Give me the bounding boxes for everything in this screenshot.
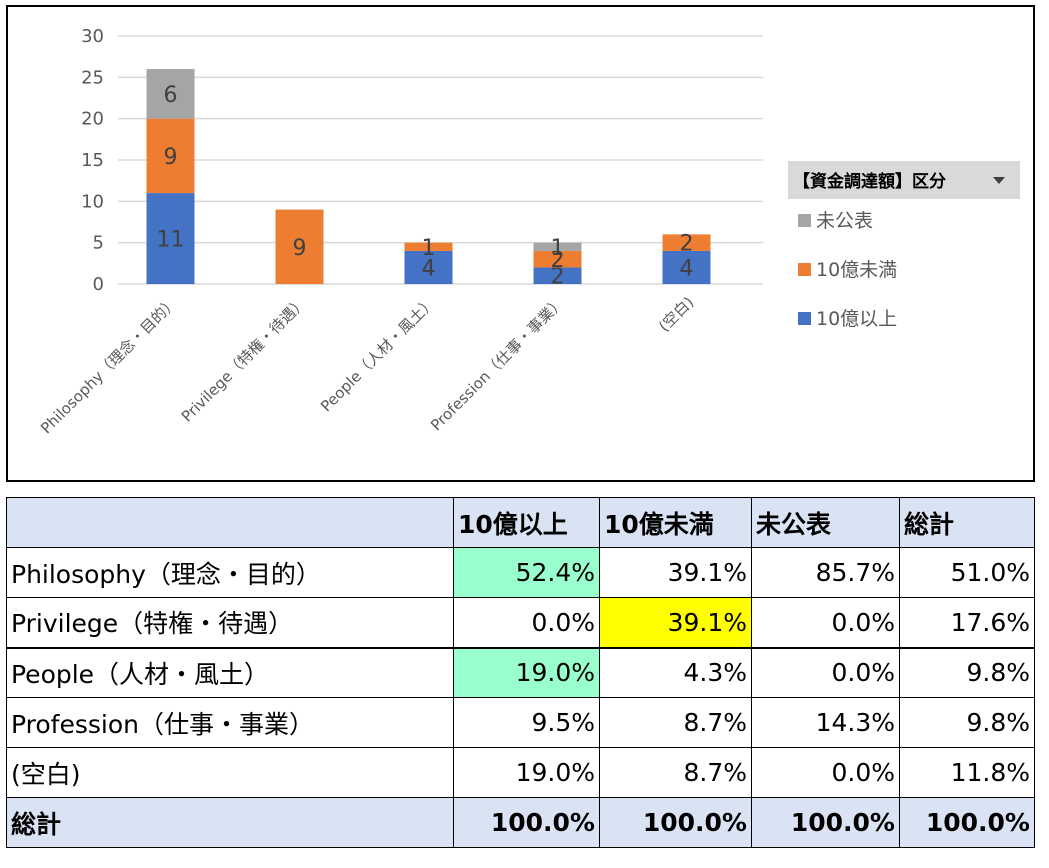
bar-segment[interactable] [533, 267, 582, 284]
header-corner-cell[interactable] [6, 497, 454, 548]
data-label: 6 [164, 83, 178, 108]
table-row: Philosophy（理念・目的） 52.4% 39.1% 85.7% 51.0% [6, 547, 1035, 598]
table-cell[interactable]: 8.7% [599, 747, 752, 798]
bar-segment[interactable] [533, 250, 582, 268]
table-cell[interactable]: 0.0% [751, 646, 900, 698]
x-category-label: (空白) [655, 293, 697, 335]
legend: 【資金調達額】区分 未公表 10億未満 10億以上 [788, 161, 1020, 330]
bar-segment[interactable] [662, 234, 711, 251]
table-cell[interactable]: 8.7% [599, 697, 752, 748]
total-cell[interactable]: 100.0% [453, 797, 600, 848]
data-label: 4 [680, 256, 694, 281]
table-cell[interactable]: 11.8% [899, 747, 1035, 798]
table-cell[interactable]: 17.6% [899, 597, 1035, 648]
bar-segment[interactable] [533, 242, 582, 251]
row-label[interactable]: Profession（仕事・事業） [6, 697, 454, 748]
bar-segment[interactable] [662, 250, 711, 284]
row-label[interactable]: People（人材・風土） [6, 646, 454, 698]
legend-swatch [798, 312, 811, 325]
pivot-table: 10億以上 10億未満 未公表 総計 Philosophy（理念・目的） 52.4% 39.… [6, 497, 1035, 848]
data-label: 2 [551, 248, 565, 273]
y-tick-label: 30 [81, 26, 104, 47]
y-tick-label: 25 [81, 67, 104, 88]
legend-title: 【資金調達額】区分 [793, 171, 946, 192]
table-cell[interactable]: 0.0% [751, 597, 900, 648]
row-label[interactable]: Philosophy（理念・目的） [6, 547, 454, 598]
x-category-label: Profession（仕事・事業） [427, 293, 568, 434]
data-label: 4 [422, 256, 436, 281]
column-header[interactable]: 10億以上 [453, 497, 600, 548]
y-tick-label: 0 [93, 274, 104, 295]
table-cell[interactable]: 39.1% [599, 547, 752, 598]
table-cell[interactable]: 4.3% [599, 646, 752, 698]
bar-segment[interactable] [404, 250, 453, 284]
table-cell[interactable]: 9.5% [453, 697, 600, 748]
y-tick-label: 15 [81, 150, 104, 171]
table-total-row: 総計 100.0% 100.0% 100.0% 100.0% [6, 797, 1035, 848]
total-cell[interactable]: 100.0% [599, 797, 752, 848]
table-cell[interactable]: 9.8% [899, 646, 1035, 698]
column-header[interactable]: 総計 [899, 497, 1035, 548]
table-cell[interactable]: 19.0% [453, 646, 600, 698]
y-tick-label: 5 [93, 233, 104, 254]
total-cell[interactable]: 100.0% [751, 797, 900, 848]
table-row: Privilege（特権・待遇） 0.0% 39.1% 0.0% 17.6% [6, 597, 1035, 648]
x-category-label: People（人材・風土） [317, 293, 439, 415]
table-cell[interactable]: 9.8% [899, 697, 1035, 748]
total-label[interactable]: 総計 [6, 797, 454, 848]
table-cell[interactable]: 85.7% [751, 547, 900, 598]
data-label: 9 [164, 145, 178, 170]
y-tick-label: 20 [81, 109, 104, 130]
table-cell[interactable]: 52.4% [453, 547, 600, 598]
table-header-row: 10億以上 10億未満 未公表 総計 [6, 497, 1035, 548]
legend-swatch [798, 263, 811, 276]
table-row: Profession（仕事・事業） 9.5% 8.7% 14.3% 9.8% [6, 697, 1035, 748]
legend-title-bar[interactable] [788, 161, 1020, 199]
column-header[interactable]: 10億未満 [599, 497, 752, 548]
table-row: (空白) 19.0% 8.7% 0.0% 11.8% [6, 747, 1035, 798]
table-cell[interactable]: 51.0% [899, 547, 1035, 598]
table-cell[interactable]: 0.0% [453, 597, 600, 648]
total-cell[interactable]: 100.0% [899, 797, 1035, 848]
table-cell[interactable]: 14.3% [751, 697, 900, 748]
data-label: 9 [293, 236, 307, 261]
y-tick-label: 10 [81, 191, 104, 212]
data-label: 11 [157, 228, 185, 253]
table-cell[interactable]: 0.0% [751, 747, 900, 798]
filter-dropdown-icon[interactable] [993, 177, 1005, 184]
chart-area: 0 5 10 15 20 25 30 11 9 6 9 4 1 2 2 1 4 2 Philosophy（理念・… [6, 5, 1035, 482]
legend-item[interactable]: 10億以上 [816, 308, 897, 330]
gridlines [118, 35, 763, 285]
y-axis-ticks: 0 5 10 15 20 25 30 [81, 26, 104, 295]
data-label: 2 [551, 265, 565, 290]
bar-segment[interactable] [146, 118, 195, 194]
data-label: 1 [551, 236, 565, 261]
table-row: People（人材・風土） 19.0% 4.3% 0.0% 9.8% [6, 646, 1035, 698]
x-category-label: Privilege（特権・待遇） [178, 293, 310, 425]
x-category-label: Philosophy（理念・目的） [37, 293, 181, 437]
row-label[interactable]: (空白) [6, 747, 454, 798]
bar-segment[interactable] [146, 69, 195, 119]
column-header[interactable]: 未公表 [751, 497, 900, 548]
table-cell[interactable]: 39.1% [599, 597, 752, 648]
row-label[interactable]: Privilege（特権・待遇） [6, 597, 454, 648]
bar-segment[interactable] [146, 193, 195, 284]
data-label: 1 [422, 236, 436, 261]
x-axis-category-labels: Philosophy（理念・目的）Privilege（特権・待遇） People（… [37, 293, 697, 437]
data-label: 2 [680, 232, 694, 257]
legend-swatch [798, 214, 811, 227]
legend-item[interactable]: 10億未満 [816, 259, 897, 281]
legend-item[interactable]: 未公表 [816, 210, 873, 232]
bar-segment[interactable] [404, 242, 453, 251]
table-cell[interactable]: 19.0% [453, 747, 600, 798]
bar-segment[interactable] [275, 209, 324, 284]
